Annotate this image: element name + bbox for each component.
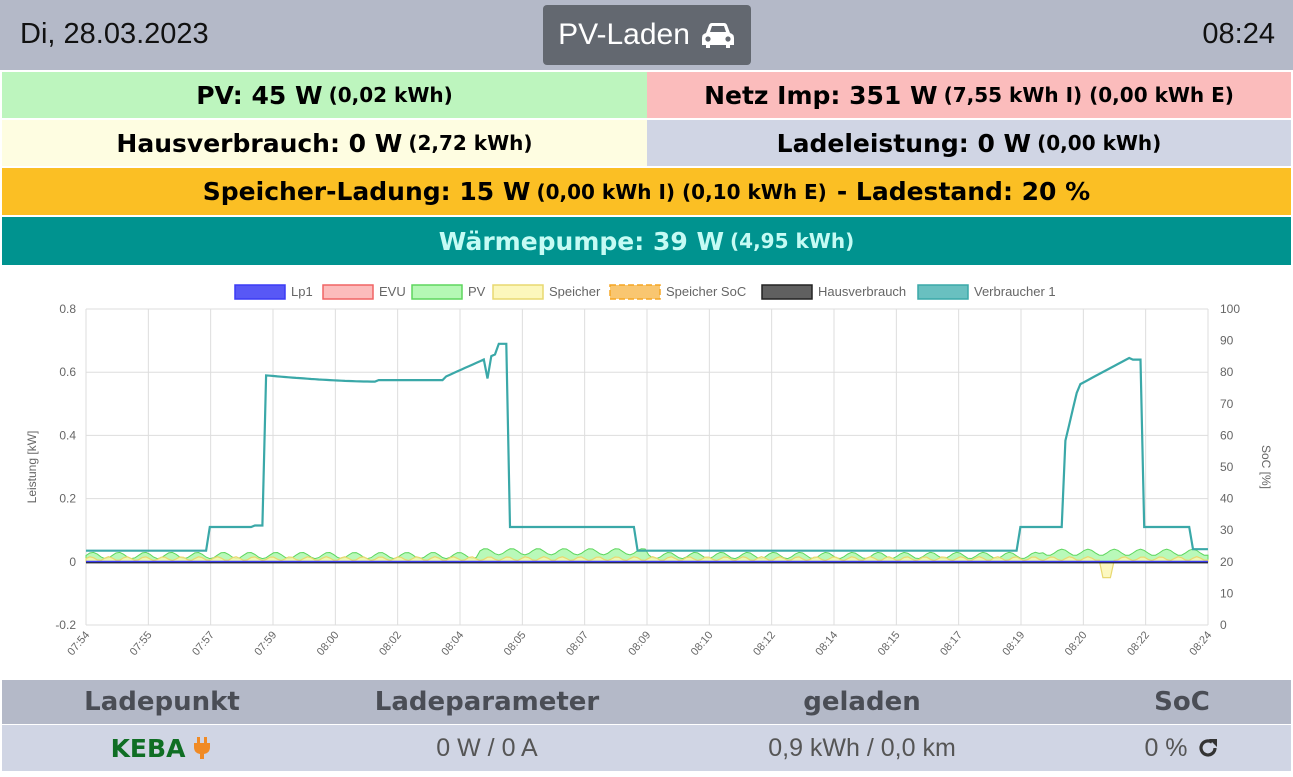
x-tick-label: 08:09 (626, 629, 653, 658)
x-tick-label: 08:14 (813, 629, 840, 658)
battery-soc: - Ladestand: 20 % (836, 177, 1091, 206)
pv-status: PV: 45 W (0,02 kWh) (2, 72, 647, 118)
charge-mode-button[interactable]: PV-Laden (543, 5, 751, 65)
x-tick-label: 08:22 (1125, 629, 1152, 658)
grid-energy: (7,55 kWh I) (0,00 kWh E) (943, 83, 1234, 107)
x-tick-label: 08:24 (1187, 629, 1214, 658)
y-tick-label: 0.6 (59, 365, 76, 379)
header-soc: SoC (1154, 687, 1210, 717)
charging-power: Ladeleistung: 0 W (776, 128, 1032, 158)
legend-label: Verbraucher 1 (974, 284, 1056, 299)
series-verbraucher-1 (86, 342, 1208, 552)
legend-swatch (761, 284, 813, 300)
legend-swatch (492, 284, 544, 300)
plug-icon (194, 737, 211, 759)
legend-label: PV (468, 284, 486, 299)
house-power: Hausverbrauch: 0 W (116, 128, 403, 158)
heatpump-energy: (4,95 kWh) (730, 229, 855, 253)
y-tick-label: 0.8 (59, 302, 76, 316)
x-tick-label: 08:05 (502, 629, 529, 658)
x-tick-label: 08:20 (1063, 629, 1090, 658)
x-tick-label: 08:07 (564, 629, 591, 658)
pv-energy: (0,02 kWh) (328, 83, 453, 107)
y2-tick-label: 60 (1220, 428, 1234, 442)
heatpump-power: Wärmepumpe: 39 W (438, 226, 725, 256)
current-date: Di, 28.03.2023 (20, 18, 209, 50)
y2-tick-label: 90 (1220, 334, 1234, 348)
y-tick-label: 0.2 (59, 492, 76, 506)
chargepoint-name: KEBA (110, 733, 186, 763)
refresh-icon[interactable] (1196, 736, 1220, 760)
power-chart: 0.80.60.40.20-0.210090807060504030201000… (25, 284, 1273, 658)
y2-tick-label: 10 (1220, 586, 1234, 600)
soc-value: 0 % (1144, 733, 1188, 762)
y2-tick-label: 30 (1220, 523, 1234, 537)
current-time: 08:24 (1202, 18, 1275, 50)
y2-tick-label: 100 (1220, 302, 1240, 316)
x-tick-label: 07:55 (128, 629, 155, 658)
x-tick-label: 08:12 (751, 629, 778, 658)
y2-tick-label: 80 (1220, 365, 1234, 379)
house-energy: (2,72 kWh) (408, 131, 533, 155)
status-header: Di, 28.03.2023 PV-Laden 08:24 (0, 0, 1293, 70)
chargepoint-row[interactable]: KEBA 0 W / 0 A 0,9 kWh / 0,0 km 0 % (2, 725, 1291, 771)
y2-axis-title: SoC [%] (1259, 445, 1273, 489)
house-status: Hausverbrauch: 0 W (2,72 kWh) (2, 120, 647, 166)
chargepoint-table-header: Ladepunkt Ladeparameter geladen SoC (2, 680, 1291, 724)
y-axis-title: Leistung [kW] (25, 431, 39, 504)
x-tick-label: 08:02 (377, 629, 404, 658)
y2-tick-label: 40 (1220, 492, 1234, 506)
soc-cell[interactable]: 0 % (1082, 725, 1282, 771)
x-tick-label: 07:59 (252, 629, 279, 658)
header-ladepunkt: Ladepunkt (84, 687, 240, 717)
legend-swatch (322, 284, 374, 300)
legend-swatch (609, 284, 661, 300)
y-tick-label: 0.4 (59, 428, 76, 442)
charge-params: 0 W / 0 A (436, 733, 538, 762)
heatpump-status: Wärmepumpe: 39 W (4,95 kWh) (2, 217, 1291, 265)
x-tick-label: 07:54 (65, 629, 92, 658)
legend-label: Speicher SoC (666, 284, 746, 299)
y-tick-label: -0.2 (55, 618, 76, 632)
legend-label: EVU (379, 284, 406, 299)
x-tick-label: 08:00 (315, 629, 342, 658)
x-tick-label: 08:19 (1000, 629, 1027, 658)
legend-label: Lp1 (291, 284, 313, 299)
header-geladen: geladen (803, 687, 921, 717)
legend-swatch (234, 284, 286, 300)
x-tick-label: 08:15 (876, 629, 903, 658)
y2-tick-label: 70 (1220, 397, 1234, 411)
car-icon (701, 23, 734, 48)
y-tick-label: 0 (69, 555, 76, 569)
charge-mode-label: PV-Laden (558, 18, 690, 51)
charging-energy: (0,00 kWh) (1037, 131, 1162, 155)
legend-swatch (411, 284, 463, 300)
header-ladeparameter: Ladeparameter (374, 687, 600, 717)
y2-tick-label: 0 (1220, 618, 1227, 632)
grid-status: Netz Imp: 351 W (7,55 kWh I) (0,00 kWh E… (647, 72, 1291, 118)
legend-label: Speicher (549, 284, 601, 299)
legend-swatch (917, 284, 969, 300)
charged-amount: 0,9 kWh / 0,0 km (768, 733, 956, 762)
battery-energy: (0,00 kWh I) (0,10 kWh E) (536, 179, 827, 204)
y2-tick-label: 20 (1220, 555, 1234, 569)
legend-label: Hausverbrauch (818, 284, 906, 299)
grid-power: Netz Imp: 351 W (704, 80, 938, 110)
x-tick-label: 08:17 (938, 629, 965, 658)
x-tick-label: 08:04 (439, 629, 466, 658)
battery-power: Speicher-Ladung: 15 W (202, 177, 531, 206)
y2-tick-label: 50 (1220, 460, 1234, 474)
x-tick-label: 08:10 (689, 629, 716, 658)
pv-power: PV: 45 W (196, 80, 323, 110)
charging-status: Ladeleistung: 0 W (0,00 kWh) (647, 120, 1291, 166)
chargepoint-name-cell[interactable]: KEBA (62, 725, 262, 771)
x-tick-label: 07:57 (190, 629, 217, 658)
battery-status: Speicher-Ladung: 15 W (0,00 kWh I) (0,10… (2, 168, 1291, 215)
